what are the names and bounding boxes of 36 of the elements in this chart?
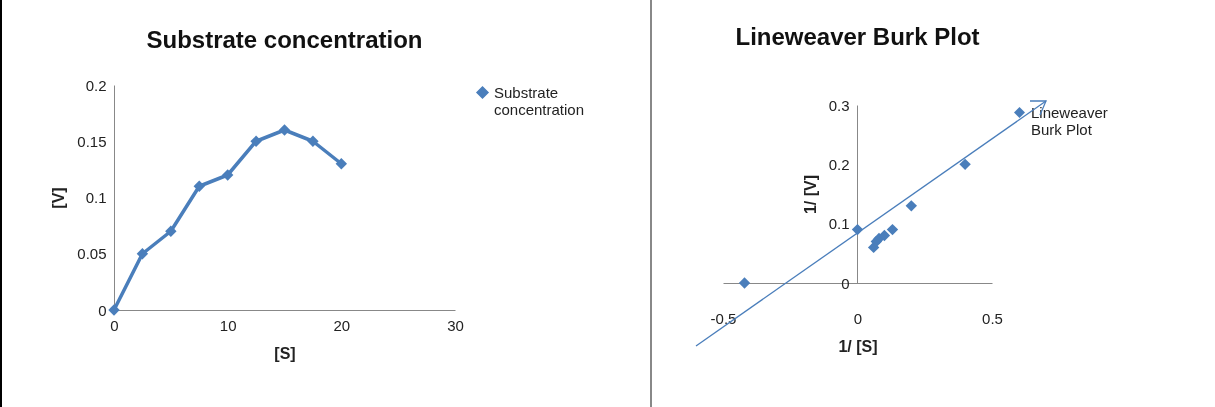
point	[165, 225, 177, 237]
y-tick-label: 0.2	[828, 155, 850, 173]
y-tick-label: 0.3	[828, 96, 850, 114]
point	[738, 277, 751, 289]
chart-title: Substrate concentration	[146, 26, 423, 53]
point	[307, 135, 319, 147]
y-axis-title: 1/ [V]	[801, 174, 819, 215]
y-tick-label: 0.05	[77, 245, 107, 263]
point	[886, 223, 899, 236]
point	[193, 180, 205, 192]
x-tick-label: 0	[853, 309, 863, 327]
x-axis-title: 1/ [S]	[838, 337, 878, 355]
x-axis-title: [S]	[274, 344, 296, 362]
chart-title: Lineweaver Burk Plot	[735, 23, 980, 50]
x-tick-label: 20	[333, 316, 351, 334]
y-tick-label: 0.15	[77, 132, 107, 150]
x-tick-label: 0	[110, 316, 119, 334]
y-axis-title: [V]	[50, 187, 68, 209]
point	[221, 169, 234, 181]
x-tick-label: 0.5	[982, 309, 1003, 327]
y-tick-label: 0	[841, 274, 850, 292]
x-tick-label: -0.5	[710, 309, 737, 327]
x-tick-label: 30	[447, 316, 464, 334]
legend-label: Lineweaver Burk Plot	[1031, 103, 1108, 138]
point	[278, 124, 291, 136]
point	[250, 135, 262, 147]
point	[136, 248, 149, 260]
point	[959, 158, 971, 171]
x-tick-label: 10	[219, 316, 237, 334]
point	[335, 158, 348, 170]
point	[108, 304, 120, 316]
y-tick-label: 0.2	[85, 76, 107, 94]
legend-label: Substrate concentration	[494, 83, 585, 118]
y-tick-label: 0.1	[828, 215, 850, 233]
y-tick-label: 0.1	[85, 189, 107, 206]
point	[905, 200, 917, 212]
